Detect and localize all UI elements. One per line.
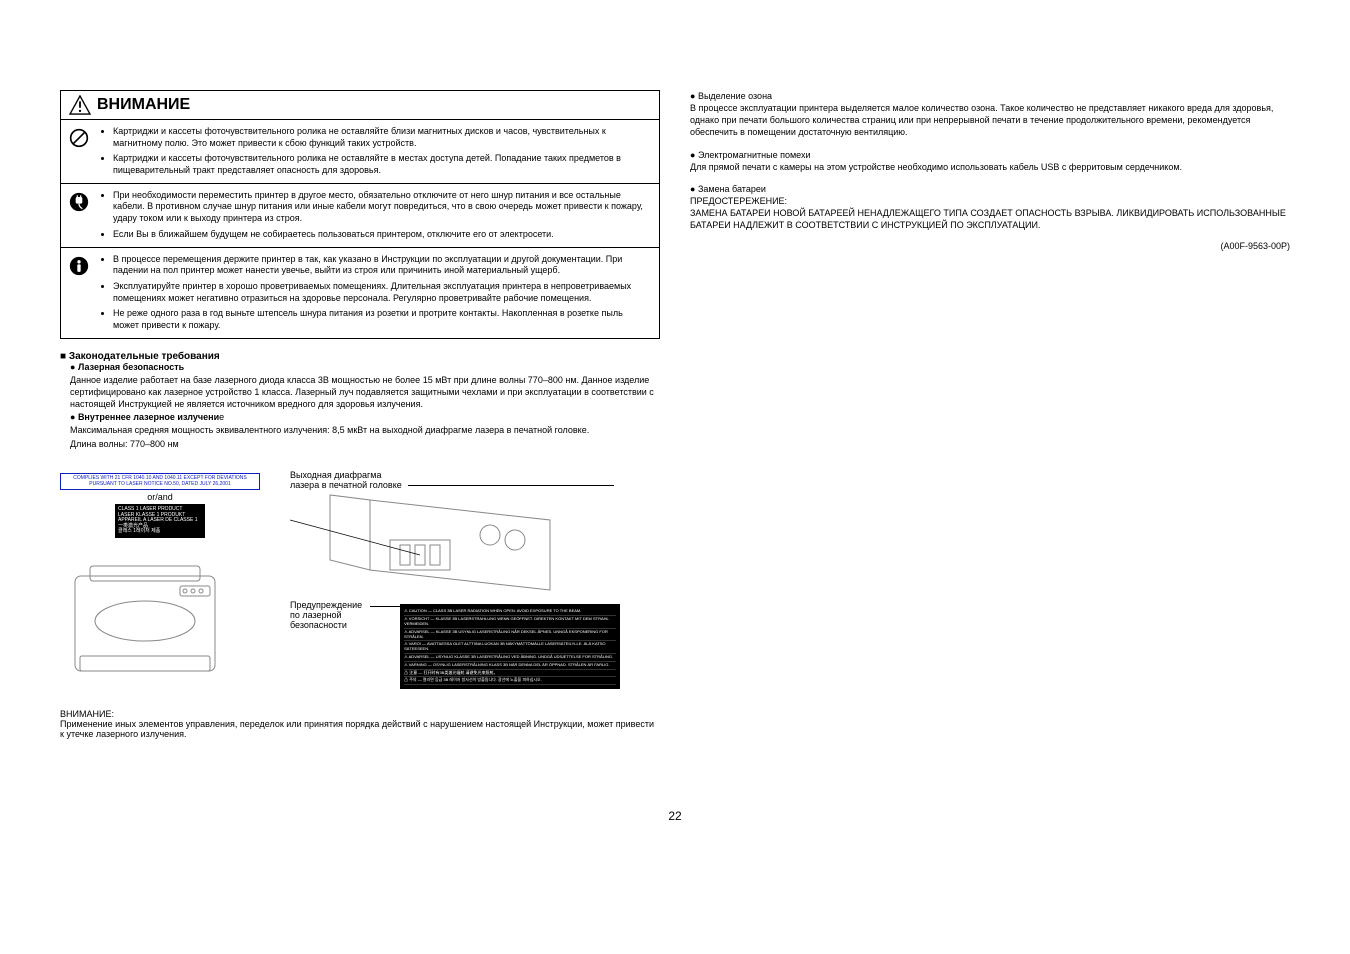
warning-item: Не реже одного раза в год выньте штепсел… [113,308,651,331]
prohibit-icon [69,126,95,177]
internal-laser-body1: Максимальная средняя мощность эквивалент… [70,424,660,436]
warning-item: В процессе перемещения держите принтер в… [113,254,651,277]
warning-item: Картриджи и кассеты фоточувствительного … [113,153,651,176]
warning-title: ВНИМАНИЕ [97,96,190,114]
laser-diagram-column: Выходная диафрагма лазера в печатной гол… [290,470,620,689]
warning-section: В процессе перемещения держите принтер в… [61,248,659,338]
footer-warning: ВНИМАНИЕ: Применение иных элементов упра… [60,709,660,739]
page-number: 22 [0,809,1350,823]
warning-item: Картриджи и кассеты фоточувствительного … [113,126,651,149]
emi-heading: Электромагнитные помехи [690,150,810,160]
warning-item: Эксплуатируйте принтер в хорошо проветри… [113,281,651,304]
laser-warn-label3: безопасности [290,620,362,630]
info-icon [69,254,95,332]
ozone-heading: Выделение озона [690,91,772,101]
laser-warn-label1: Предупреждение [290,600,362,610]
ozone-body: В процессе эксплуатации принтера выделяе… [690,103,1273,137]
laser-safety-heading: Лазерная безопасность [70,362,184,372]
warning-triangle-icon [69,95,91,115]
battery-body: ЗАМЕНА БАТАРЕИ НОВОЙ БАТАРЕЕЙ НЕНАДЛЕЖАЩ… [690,208,1286,230]
warning-item: При необходимости переместить принтер в … [113,190,651,225]
emi-body: Для прямой печати с камеры на этом устро… [690,162,1182,172]
printhead-drawing [290,490,570,600]
warning-header: ВНИМАНИЕ [61,91,659,120]
laser-safety-body: Данное изделие работает на базе лазерног… [70,374,660,410]
laser-safety-plate: ⚠ CAUTION — CLASS 3B LASER RADIATION WHE… [400,604,620,689]
compliance-label: COMPLIES WITH 21 CFR 1040.10 AND 1040.11… [60,473,260,686]
aperture-label2: лазера в печатной головке [290,480,402,490]
laser-warn-label2: по лазерной [290,610,362,620]
page: ВНИМАНИЕ Картриджи и кассеты фоточувстви… [0,0,1350,769]
warning-section: Картриджи и кассеты фоточувствительного … [61,120,659,184]
battery-heading: Замена батареи [690,184,766,194]
internal-laser-heading: Внутреннее лазерное излучени [70,412,219,422]
document-id: (A00F-9563-00P) [690,241,1290,251]
warning-item: Если Вы в ближайшем будущем не собираете… [113,229,651,241]
unplug-icon [69,190,95,241]
right-column: Выделение озона В процессе эксплуатации … [690,90,1290,739]
class1-label: CLASS 1 LASER PRODUCT LASER KLASSE 1 PRO… [115,504,205,538]
legal-heading: Законодательные требования [60,351,660,362]
figure-row: COMPLIES WITH 21 CFR 1040.10 AND 1040.11… [60,470,660,689]
warning-section: При необходимости переместить принтер в … [61,184,659,248]
printer-drawing [60,546,260,686]
warning-box: ВНИМАНИЕ Картриджи и кассеты фоточувстви… [60,90,660,339]
internal-laser-body2: Длина волны: 770–800 нм [70,438,660,450]
battery-caution: ПРЕДОСТЕРЕЖЕНИЕ: [690,196,787,206]
aperture-label1: Выходная диафрагма [290,470,381,480]
left-column: ВНИМАНИЕ Картриджи и кассеты фоточувстви… [60,90,660,739]
